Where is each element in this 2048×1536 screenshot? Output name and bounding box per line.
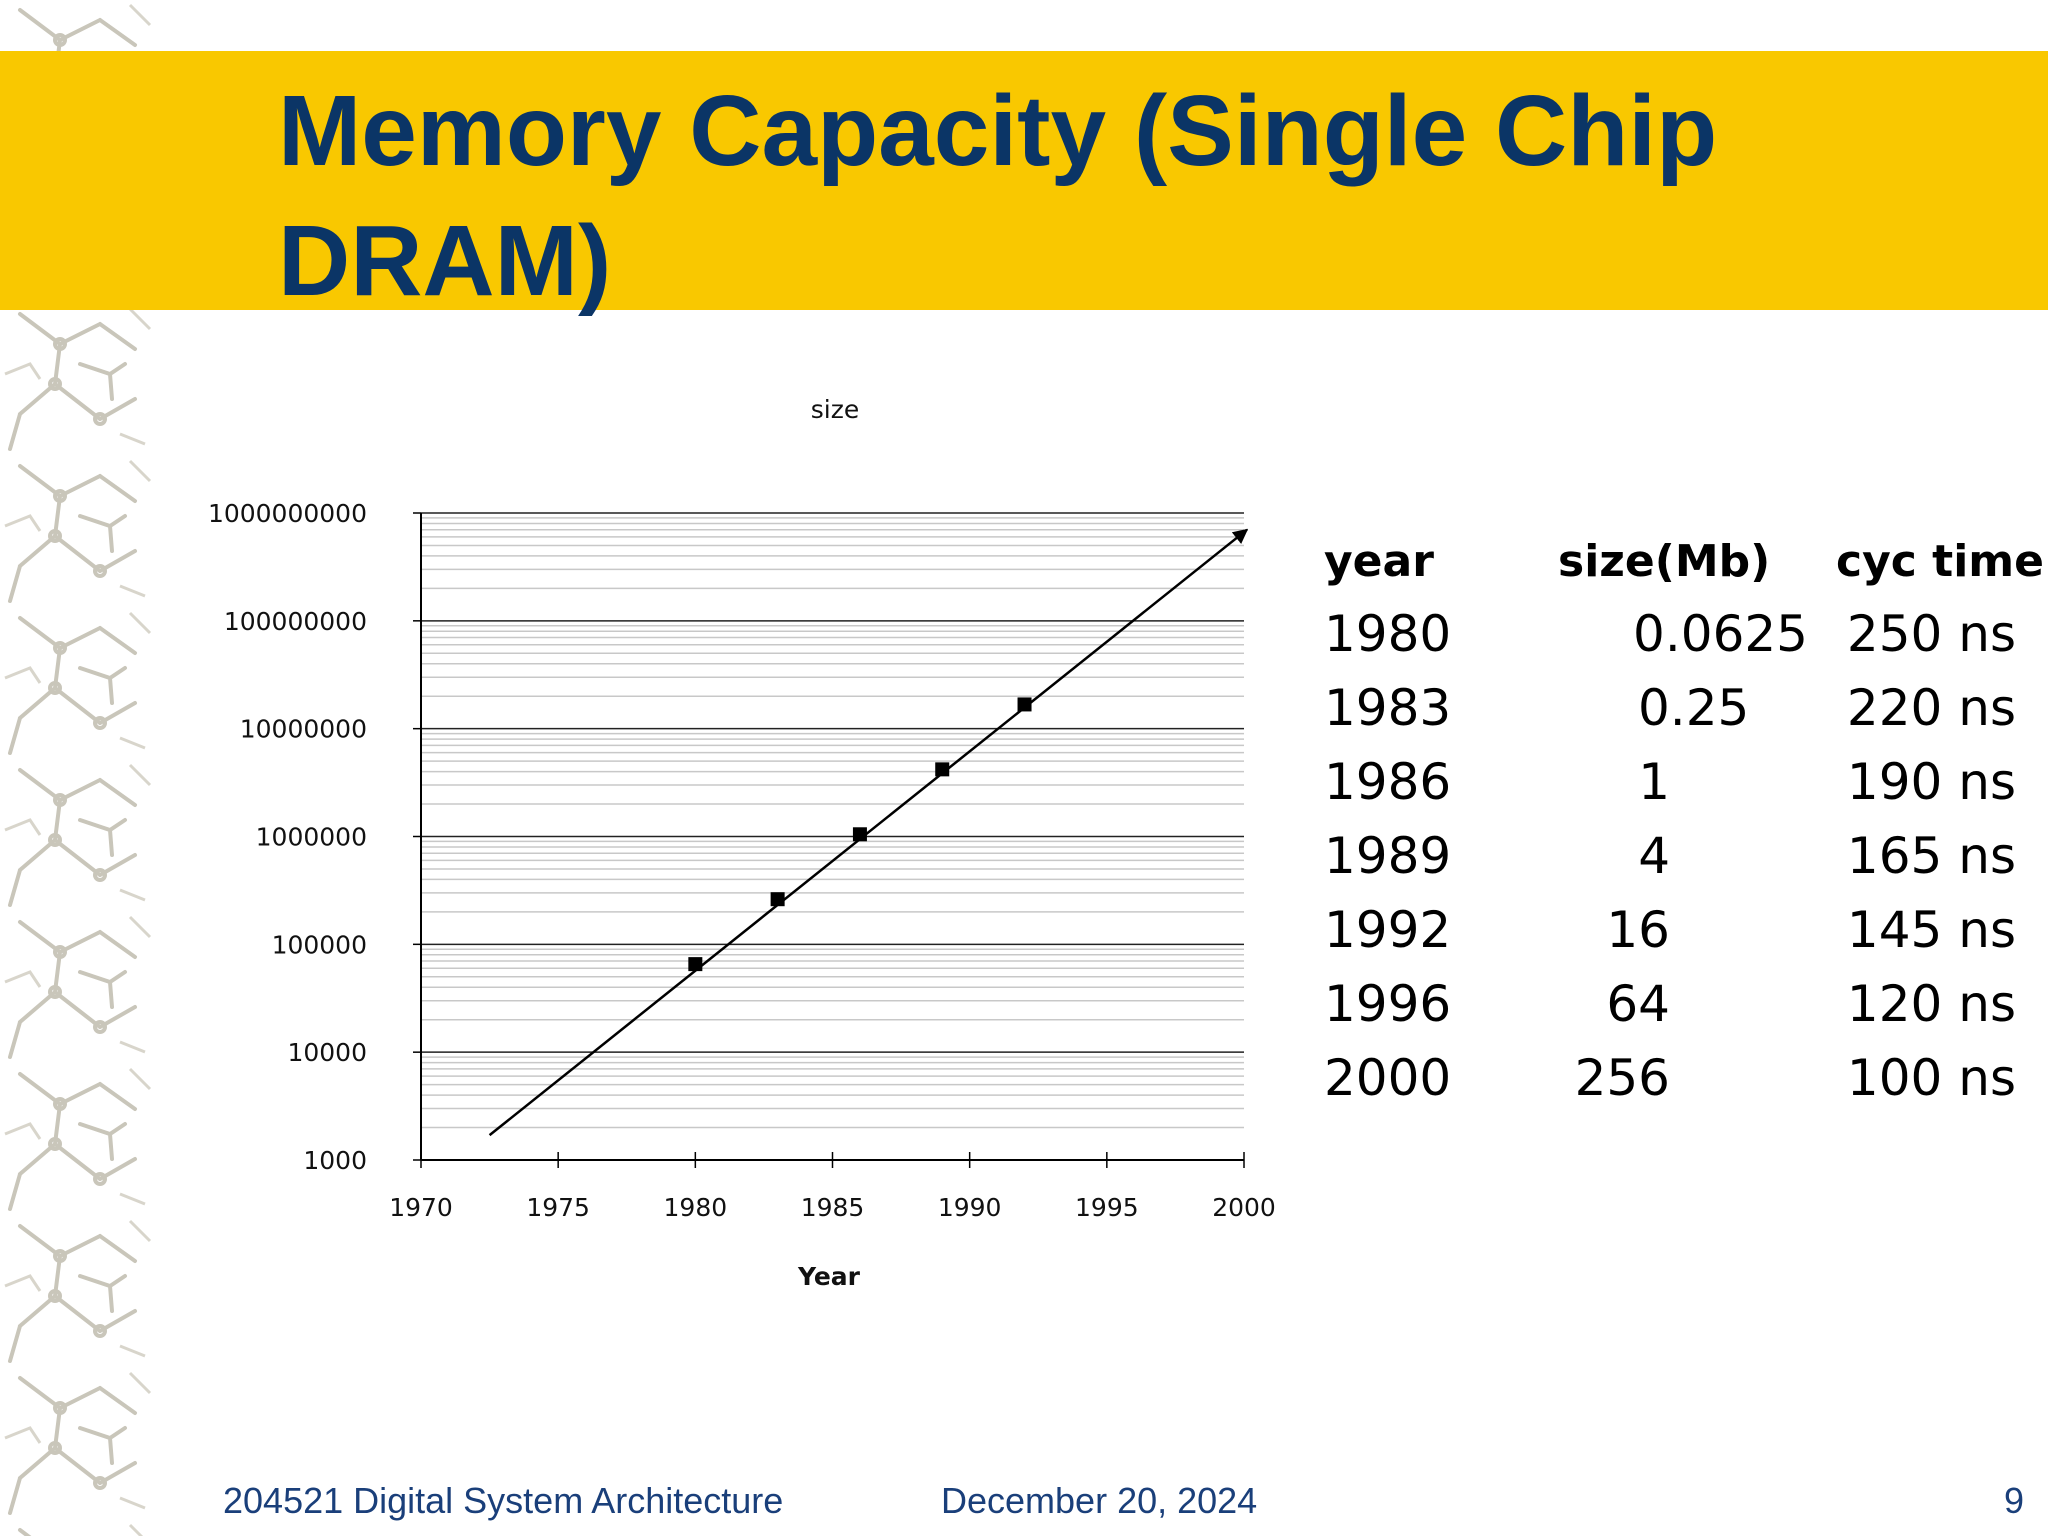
table-row-1986-size: 1 — [1638, 753, 1670, 811]
x-tick-label: 1975 — [526, 1193, 590, 1222]
table-row-1980-cyc: 250 ns — [1846, 605, 2016, 663]
table-row-1992-year: 1992 — [1324, 901, 1452, 959]
data-point — [770, 892, 785, 907]
table-header-cyc-time: cyc time — [1836, 536, 2044, 587]
y-tick-label: 1000000000 — [208, 499, 367, 528]
table-row-1992-cyc: 145 ns — [1846, 901, 2016, 959]
footer-date: December 20, 2024 — [941, 1480, 1258, 1521]
footer-course: 204521 Digital System Architecture — [223, 1480, 784, 1521]
y-tick-label: 100000000 — [224, 607, 367, 636]
data-point — [1017, 697, 1032, 712]
table-row-2000-size: 256 — [1574, 1049, 1670, 1107]
table-header-size: size(Mb) — [1558, 536, 1771, 587]
table-row-1986-cyc: 190 ns — [1846, 753, 2016, 811]
x-tick-label: 2000 — [1212, 1193, 1276, 1222]
chart-title: size — [811, 395, 859, 424]
y-tick-label: 1000 — [303, 1146, 367, 1175]
table-row-1986-year: 1986 — [1324, 753, 1452, 811]
table-row-1980-size: 0.0625 — [1633, 605, 1808, 663]
x-tick-label: 1990 — [938, 1193, 1002, 1222]
table-row-1989-size: 4 — [1638, 827, 1670, 885]
y-tick-label: 1000000 — [256, 823, 367, 852]
table-row-1989-cyc: 165 ns — [1846, 827, 2016, 885]
y-tick-label: 10000000 — [240, 715, 367, 744]
x-tick-label: 1980 — [664, 1193, 728, 1222]
data-point — [688, 957, 703, 972]
table-row-1983-size: 0.25 — [1638, 679, 1750, 737]
table-row-1996-cyc: 120 ns — [1846, 975, 2016, 1033]
table-row-2000-year: 2000 — [1324, 1049, 1452, 1107]
table-row-1980-year: 1980 — [1324, 605, 1452, 663]
table-row-1996-year: 1996 — [1324, 975, 1452, 1033]
table-row-1996-size: 64 — [1606, 975, 1670, 1033]
x-tick-label: 1985 — [801, 1193, 865, 1222]
x-tick-label: 1970 — [389, 1193, 453, 1222]
y-tick-label: 100000 — [272, 930, 367, 959]
data-point — [852, 827, 867, 842]
table-row-1983-cyc: 220 ns — [1846, 679, 2016, 737]
title-bar — [0, 51, 2048, 310]
slide-title: Memory Capacity (Single Chip DRAM) — [278, 75, 1718, 317]
x-axis-label: Year — [797, 1262, 861, 1291]
trend-arrow — [488, 528, 1249, 1137]
x-tick-label: 1995 — [1075, 1193, 1139, 1222]
table-row-1992-size: 16 — [1606, 901, 1670, 959]
table-row-1983-year: 1983 — [1324, 679, 1452, 737]
data-point — [935, 762, 950, 777]
footer-page-number: 9 — [2003, 1480, 2024, 1521]
table-row-2000-cyc: 100 ns — [1846, 1049, 2016, 1107]
table-row-1989-year: 1989 — [1324, 827, 1452, 885]
y-tick-label: 10000 — [287, 1038, 367, 1067]
table-header-year: year — [1324, 536, 1434, 587]
